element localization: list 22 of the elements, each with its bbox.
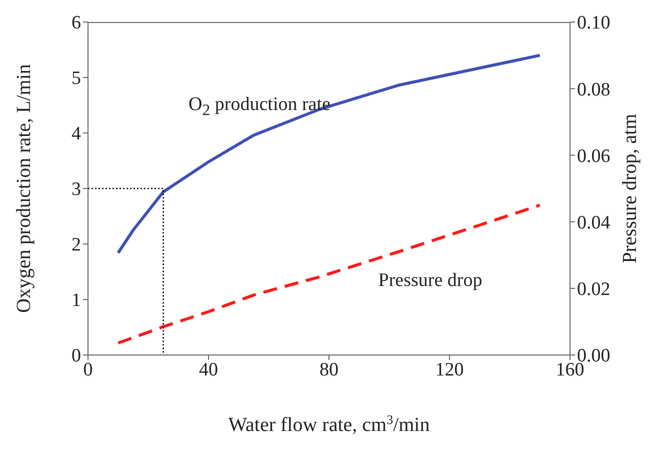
line-series xyxy=(116,204,542,345)
y-tick-label: 3 xyxy=(72,179,81,200)
y-tick-label: 4 xyxy=(72,124,82,145)
y2-tick-label: 0.02 xyxy=(577,279,610,300)
y-tick-label: 2 xyxy=(72,234,81,256)
line-series xyxy=(116,54,542,254)
x-tick-label: 40 xyxy=(199,359,218,380)
y-tick-label: 6 xyxy=(72,12,81,34)
x-tick-label: 120 xyxy=(435,359,464,380)
series-label: Pressure drop xyxy=(378,270,482,292)
y-axis-title: Oxygen production rate, L/min xyxy=(13,64,35,313)
y-tick-label: 1 xyxy=(72,290,81,312)
x-tick-label: 80 xyxy=(320,359,338,380)
y-tick-label: 5 xyxy=(72,68,81,90)
y2-tick-label: 0.06 xyxy=(577,146,610,167)
y2-tick-label: 0.04 xyxy=(577,212,611,234)
series-label: O$_{2}$ production rate xyxy=(188,94,330,120)
y-tick-label: 0 xyxy=(72,346,81,367)
x-axis-title: Water flow rate, cm$^{3}$/min xyxy=(228,412,430,436)
y2-axis-title: Pressure drop, atm xyxy=(619,113,641,264)
y2-tick-label: 0.10 xyxy=(577,12,610,34)
y2-tick-label: 0.08 xyxy=(577,79,610,100)
